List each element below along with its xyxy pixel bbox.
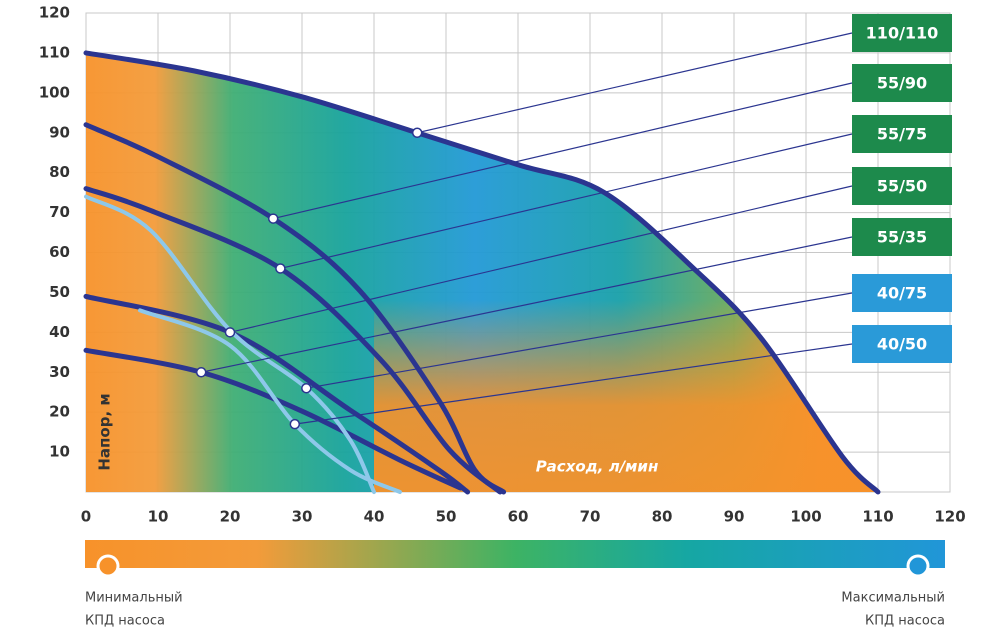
x-tick-label: 40 bbox=[364, 508, 385, 526]
y-tick-label: 80 bbox=[49, 163, 70, 181]
legend-label: 55/75 bbox=[877, 125, 927, 144]
y-tick-label: 100 bbox=[39, 83, 70, 101]
pump-curve bbox=[83, 347, 463, 491]
colorbar-min-label: Минимальный bbox=[85, 591, 183, 606]
curve-marker bbox=[195, 367, 207, 378]
x-tick-label: 30 bbox=[292, 508, 313, 526]
curve-marker bbox=[289, 418, 301, 430]
leader-line bbox=[306, 292, 853, 389]
x-tick-label: 50 bbox=[436, 508, 457, 526]
legend-label: 55/50 bbox=[877, 177, 927, 196]
leader-line bbox=[229, 185, 853, 333]
legend-box bbox=[852, 325, 952, 363]
x-tick-label: 120 bbox=[934, 508, 965, 526]
y-tick-label: 40 bbox=[49, 323, 70, 341]
x-tick-label: 0 bbox=[81, 508, 91, 526]
pump-curve bbox=[83, 122, 507, 495]
x-tick-label: 100 bbox=[790, 508, 821, 526]
colorbar-min-dot bbox=[96, 554, 120, 578]
colorbar-min-label: КПД насоса bbox=[85, 614, 165, 629]
curve-marker bbox=[224, 327, 236, 338]
y-tick-label: 50 bbox=[49, 283, 70, 301]
y-axis-label: Напор, м bbox=[96, 393, 114, 470]
legend-label: 55/35 bbox=[877, 228, 927, 247]
legend-box bbox=[852, 115, 952, 153]
x-axis-label: Расход, л/мин bbox=[536, 458, 659, 476]
leader-line bbox=[280, 133, 853, 270]
pump-curve bbox=[83, 293, 471, 495]
legend-box bbox=[852, 14, 952, 52]
curves: 110/110 55/90 55/75 55/50 55/35 40/75 40/50 bbox=[83, 14, 952, 495]
leader-line bbox=[417, 32, 853, 134]
y-tick-label: 90 bbox=[49, 123, 70, 141]
y-tick-label: 70 bbox=[49, 203, 70, 221]
y-tick-label: 110 bbox=[39, 43, 70, 61]
pump-curve bbox=[84, 194, 376, 494]
y-tick-label: 60 bbox=[49, 243, 70, 261]
legend-box bbox=[852, 167, 952, 205]
curve-marker bbox=[301, 382, 312, 394]
legend-box bbox=[852, 218, 952, 256]
x-tick-label: 80 bbox=[652, 508, 673, 526]
leader-line bbox=[201, 236, 853, 373]
x-tick-label: 60 bbox=[508, 508, 529, 526]
y-tick-label: 20 bbox=[49, 403, 70, 421]
legend-box bbox=[852, 64, 952, 102]
x-tick-label: 110 bbox=[862, 508, 893, 526]
x-tick-label: 10 bbox=[148, 508, 169, 526]
pump-curve bbox=[138, 308, 402, 494]
legend-box bbox=[852, 274, 952, 312]
colorbar-max-label: Максимальный bbox=[841, 591, 945, 606]
curve-marker bbox=[267, 213, 279, 224]
y-tick-label: 30 bbox=[49, 363, 70, 381]
colorbar-max-label: КПД насоса bbox=[865, 614, 945, 629]
y-tick-label: 10 bbox=[49, 443, 70, 461]
legend-label: 40/75 bbox=[877, 284, 927, 303]
curve-marker bbox=[275, 263, 286, 274]
legend-label: 40/50 bbox=[877, 335, 927, 354]
leader-line bbox=[273, 82, 853, 220]
legend-label: 110/110 bbox=[866, 24, 939, 43]
leader-line bbox=[294, 343, 853, 425]
colorbar-max-dot bbox=[906, 554, 930, 578]
pump-curve bbox=[83, 50, 881, 495]
x-tick-label: 90 bbox=[724, 508, 745, 526]
x-tick-label: 20 bbox=[220, 508, 241, 526]
curve-marker bbox=[411, 127, 423, 138]
colorbar bbox=[85, 540, 945, 568]
x-tick-label: 70 bbox=[580, 508, 601, 526]
y-tick-label: 120 bbox=[39, 4, 70, 22]
legend-label: 55/90 bbox=[877, 74, 927, 93]
